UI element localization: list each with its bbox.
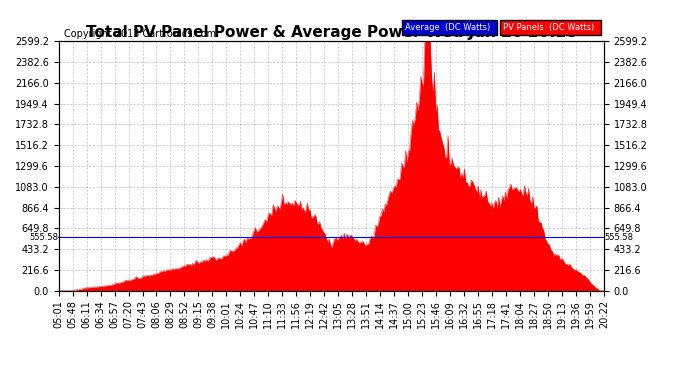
Text: 555.58: 555.58: [29, 233, 58, 242]
Title: Total PV Panel Power & Average Power Wed Jun 26 20:28: Total PV Panel Power & Average Power Wed…: [86, 25, 577, 40]
Text: PV Panels  (DC Watts): PV Panels (DC Watts): [503, 23, 594, 32]
Text: Copyright 2013 Cartronics.com: Copyright 2013 Cartronics.com: [64, 29, 216, 39]
Text: Average  (DC Watts): Average (DC Watts): [405, 23, 490, 32]
FancyBboxPatch shape: [500, 20, 601, 35]
FancyBboxPatch shape: [402, 20, 497, 35]
Text: 555.58: 555.58: [604, 233, 633, 242]
